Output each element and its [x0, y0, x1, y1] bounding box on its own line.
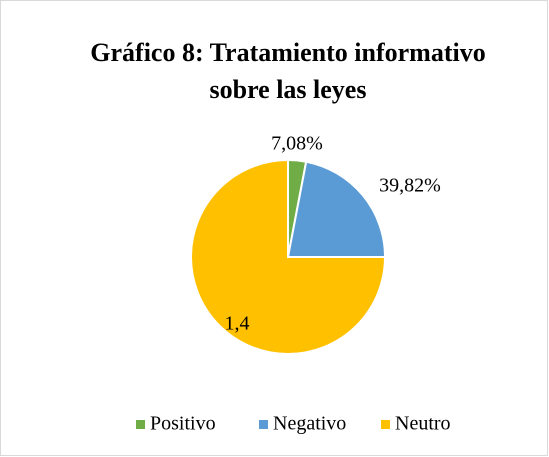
- legend-swatch: [259, 420, 268, 429]
- legend-swatch: [381, 420, 390, 429]
- legend-swatch: [136, 420, 145, 429]
- slice-label: 7,08%: [271, 133, 323, 155]
- pie-slice: [286, 160, 387, 258]
- slice-label: 39,82%: [379, 175, 441, 197]
- legend-label: Neutro: [395, 413, 451, 435]
- chart-title: Gráfico 8: Tratamiento informativo sobre …: [90, 38, 485, 104]
- legend-label: Negativo: [273, 413, 346, 435]
- pie-slice: [190, 158, 387, 355]
- legend-label: Positivo: [150, 413, 216, 435]
- slice-label: 1,4: [225, 313, 250, 335]
